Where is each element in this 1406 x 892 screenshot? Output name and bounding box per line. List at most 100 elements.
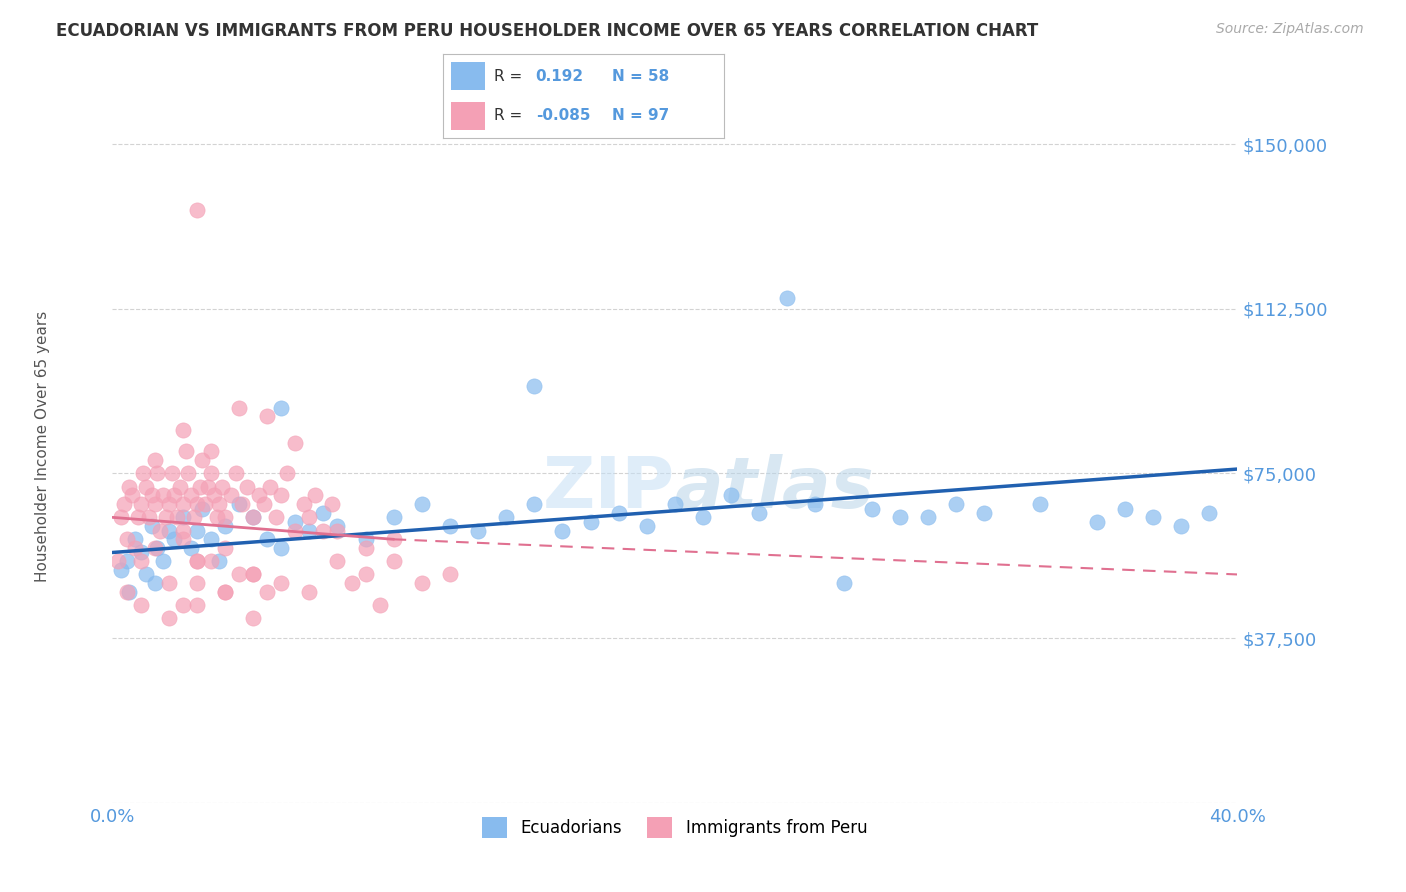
Point bbox=[889, 510, 911, 524]
Legend: Ecuadorians, Immigrants from Peru: Ecuadorians, Immigrants from Peru bbox=[475, 811, 875, 845]
Point bbox=[186, 202, 208, 217]
Text: N = 97: N = 97 bbox=[612, 108, 669, 123]
Point bbox=[1029, 497, 1052, 511]
Point bbox=[112, 497, 135, 511]
Point bbox=[118, 585, 141, 599]
Point bbox=[132, 467, 155, 481]
Point bbox=[200, 444, 222, 458]
Point bbox=[129, 545, 152, 559]
Point bbox=[973, 506, 995, 520]
Point bbox=[636, 519, 658, 533]
Point bbox=[157, 611, 180, 625]
Point bbox=[242, 567, 264, 582]
Point bbox=[200, 467, 222, 481]
Point bbox=[228, 497, 250, 511]
Point bbox=[186, 554, 208, 568]
Text: ZIP: ZIP bbox=[543, 454, 675, 524]
Point bbox=[118, 480, 141, 494]
Point bbox=[157, 497, 180, 511]
Point bbox=[214, 541, 236, 555]
Point bbox=[188, 480, 211, 494]
Text: atlas: atlas bbox=[675, 454, 875, 524]
Point bbox=[495, 510, 517, 524]
Point bbox=[439, 567, 461, 582]
Point bbox=[312, 506, 335, 520]
Point bbox=[439, 519, 461, 533]
Point bbox=[284, 435, 307, 450]
Point bbox=[256, 585, 278, 599]
Point bbox=[292, 497, 315, 511]
Point bbox=[411, 576, 433, 591]
Point bbox=[191, 453, 214, 467]
Point bbox=[149, 524, 172, 538]
Point bbox=[197, 480, 219, 494]
Point bbox=[312, 524, 335, 538]
Bar bbox=[451, 62, 485, 90]
Point bbox=[253, 497, 276, 511]
Point bbox=[194, 497, 217, 511]
Point bbox=[205, 510, 228, 524]
Point bbox=[115, 533, 138, 547]
Point bbox=[382, 533, 405, 547]
Point bbox=[129, 554, 152, 568]
Point bbox=[177, 467, 200, 481]
Point bbox=[326, 519, 349, 533]
Point bbox=[304, 488, 326, 502]
Point bbox=[354, 541, 377, 555]
Point bbox=[166, 510, 188, 524]
Point bbox=[169, 480, 191, 494]
Point bbox=[157, 576, 180, 591]
Point bbox=[129, 598, 152, 612]
Point bbox=[152, 554, 174, 568]
Point bbox=[832, 576, 855, 591]
Point bbox=[152, 488, 174, 502]
Point bbox=[382, 554, 405, 568]
Point bbox=[411, 497, 433, 511]
Text: ECUADORIAN VS IMMIGRANTS FROM PERU HOUSEHOLDER INCOME OVER 65 YEARS CORRELATION : ECUADORIAN VS IMMIGRANTS FROM PERU HOUSE… bbox=[56, 22, 1039, 40]
Point bbox=[326, 524, 349, 538]
Point bbox=[129, 497, 152, 511]
Point bbox=[551, 524, 574, 538]
Point bbox=[692, 510, 714, 524]
Point bbox=[242, 510, 264, 524]
Point bbox=[143, 576, 166, 591]
Point bbox=[368, 598, 391, 612]
Point bbox=[208, 497, 231, 511]
Point bbox=[354, 533, 377, 547]
Point bbox=[664, 497, 686, 511]
Point bbox=[186, 554, 208, 568]
Point bbox=[141, 488, 163, 502]
Point bbox=[146, 467, 169, 481]
Point bbox=[214, 519, 236, 533]
Point bbox=[124, 541, 146, 555]
Point bbox=[607, 506, 630, 520]
Point bbox=[321, 497, 343, 511]
Point bbox=[219, 488, 242, 502]
Point bbox=[172, 533, 194, 547]
Point bbox=[186, 598, 208, 612]
Text: 0.192: 0.192 bbox=[536, 69, 583, 84]
Point bbox=[748, 506, 770, 520]
Point bbox=[228, 567, 250, 582]
Point bbox=[579, 515, 602, 529]
Point bbox=[127, 510, 149, 524]
Point bbox=[143, 497, 166, 511]
Point bbox=[143, 541, 166, 555]
Point bbox=[107, 554, 129, 568]
Point bbox=[523, 378, 546, 392]
Point bbox=[270, 541, 292, 555]
Point bbox=[160, 467, 183, 481]
Point bbox=[270, 488, 292, 502]
Point bbox=[163, 533, 186, 547]
Point bbox=[326, 554, 349, 568]
Point bbox=[917, 510, 939, 524]
Point bbox=[1085, 515, 1108, 529]
Text: N = 58: N = 58 bbox=[612, 69, 669, 84]
Point bbox=[157, 524, 180, 538]
Point bbox=[186, 576, 208, 591]
Point bbox=[163, 488, 186, 502]
Point bbox=[242, 567, 264, 582]
Point bbox=[146, 541, 169, 555]
Point bbox=[110, 563, 132, 577]
Point bbox=[298, 510, 321, 524]
